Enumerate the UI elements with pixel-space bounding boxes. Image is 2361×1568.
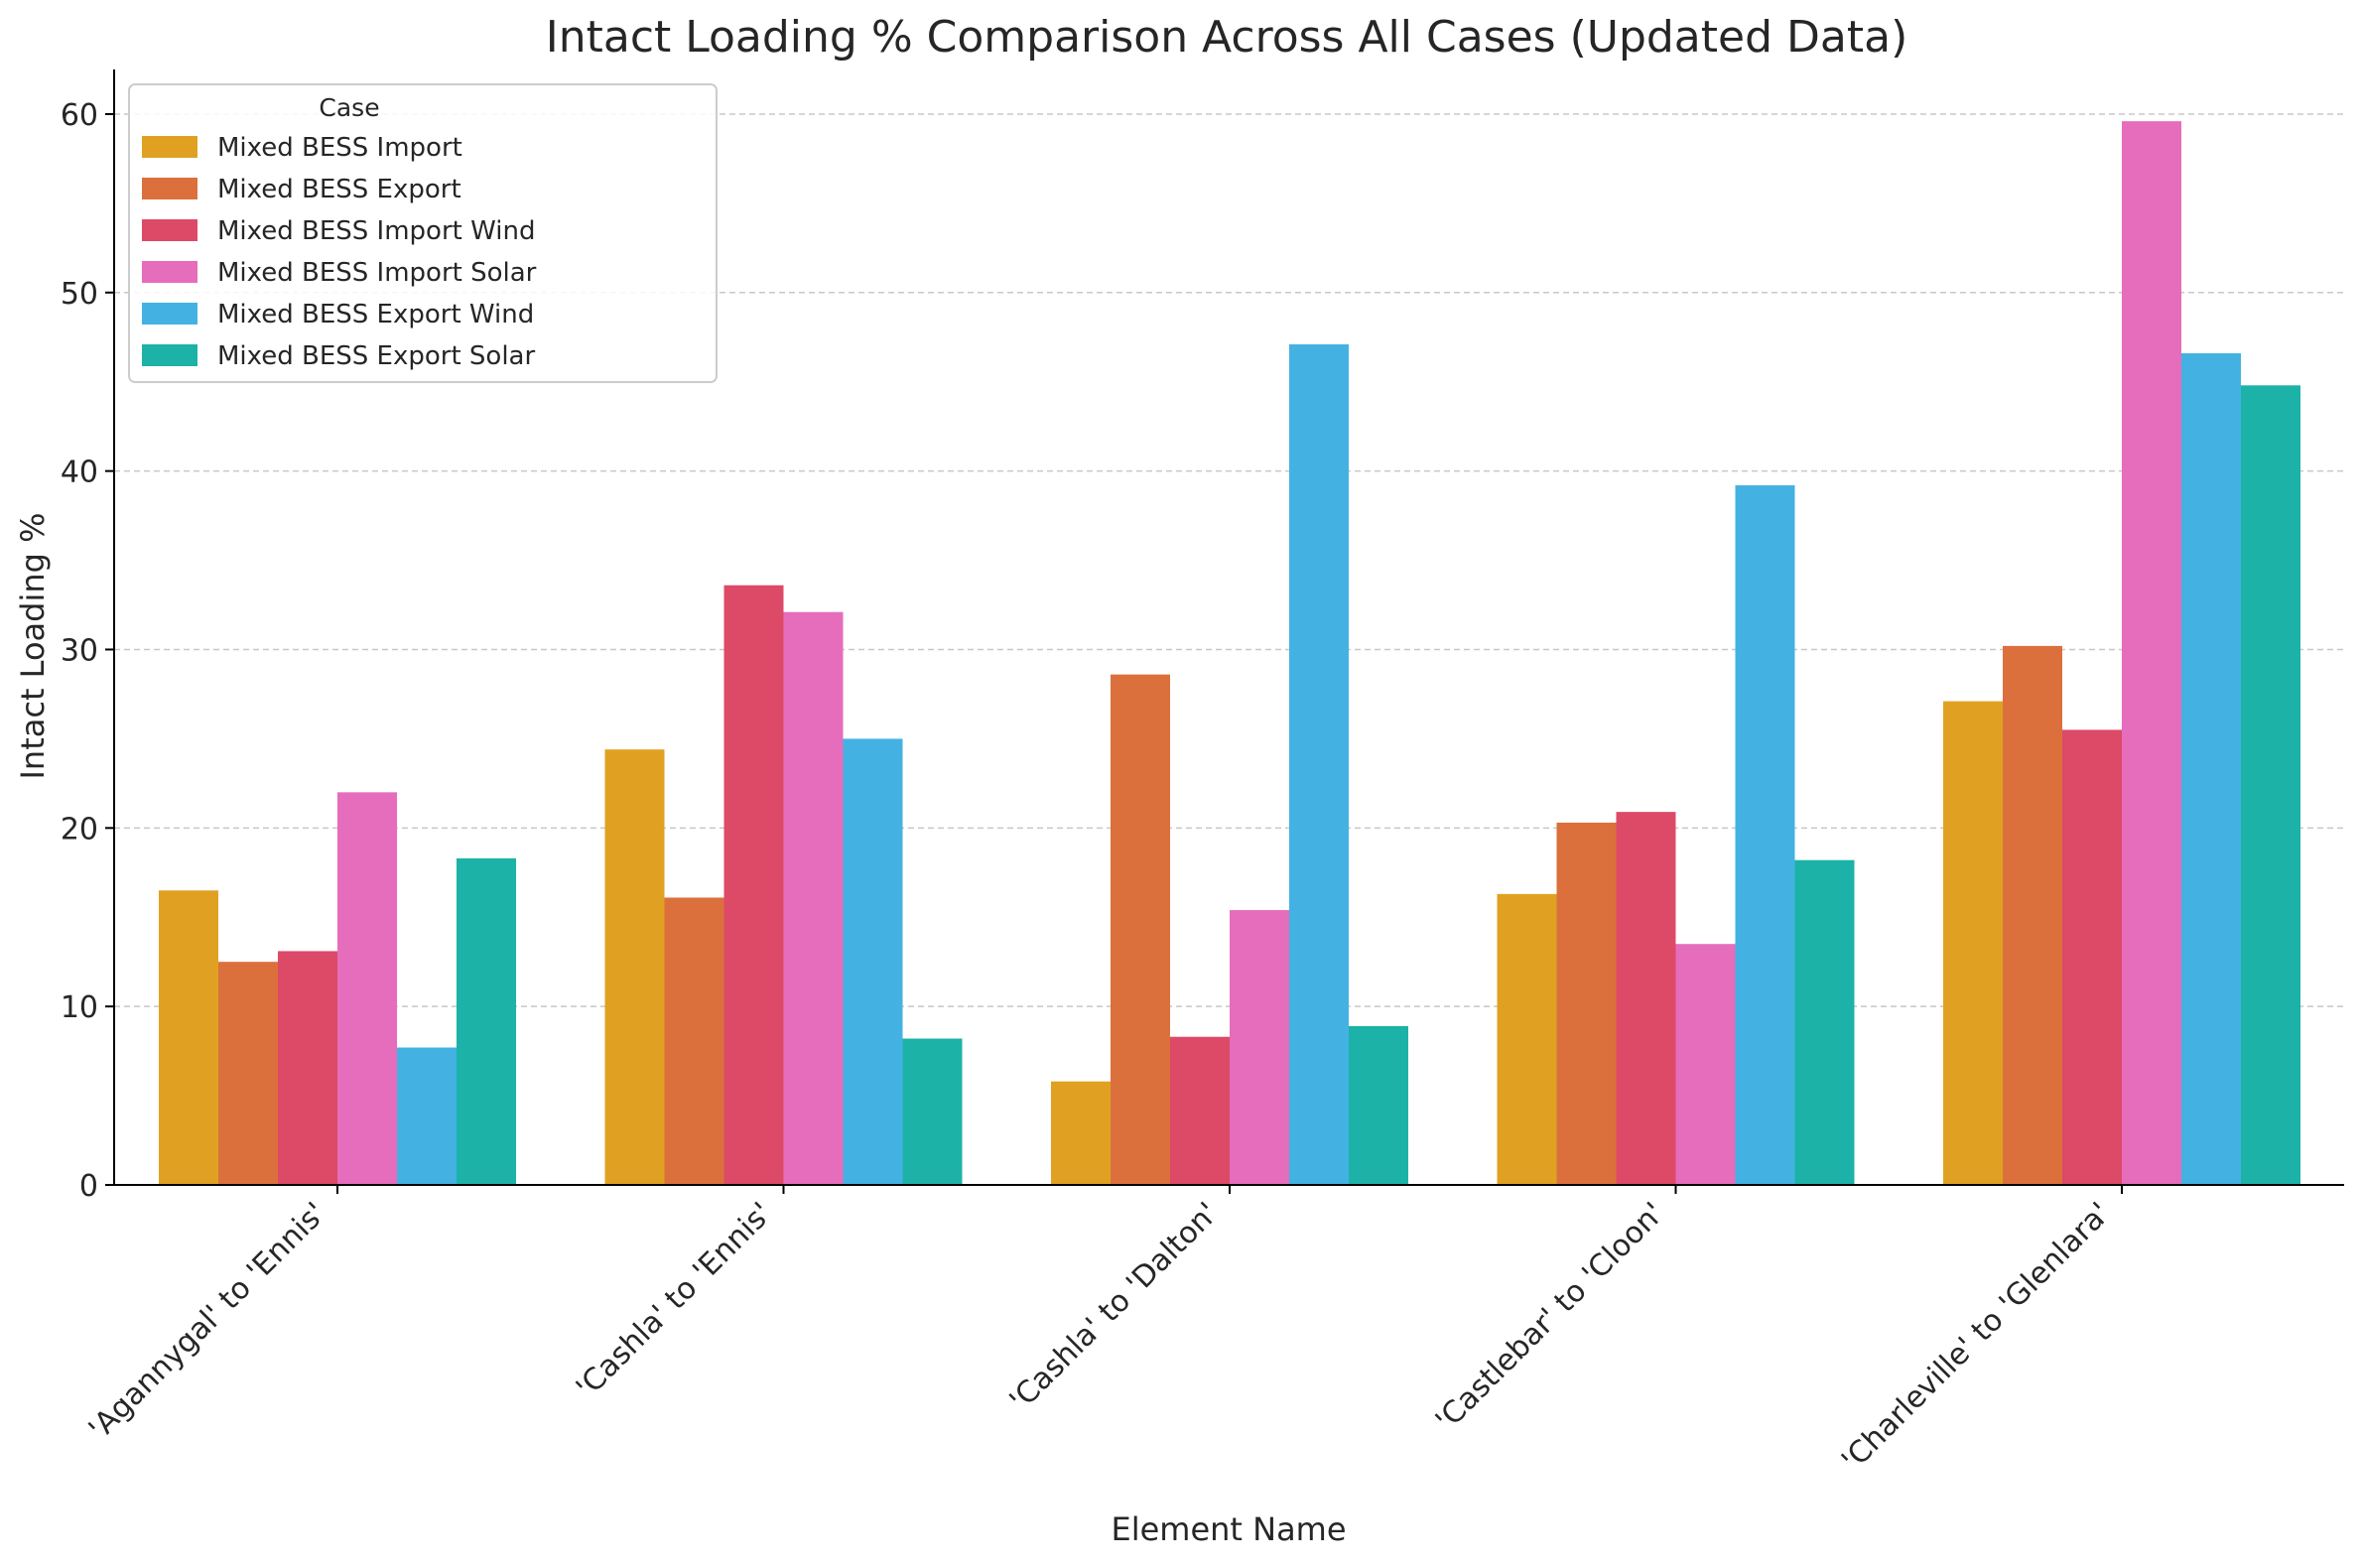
y-axis-label: Intact Loading % xyxy=(14,512,52,779)
bar xyxy=(2003,645,2062,1185)
legend-swatch xyxy=(142,136,197,158)
bar xyxy=(604,749,665,1185)
legend-label: Mixed BESS Import Wind xyxy=(217,216,535,246)
legend-label: Mixed BESS Import Solar xyxy=(217,258,537,288)
y-tick-label: 50 xyxy=(61,277,98,312)
bar xyxy=(1794,859,1855,1185)
x-tick-label: 'Charleville' to 'Glenlara' xyxy=(1835,1196,2118,1479)
legend-swatch xyxy=(142,178,197,199)
legend-frame xyxy=(128,83,718,383)
x-tick-label: 'Agannygal' to 'Ennis' xyxy=(82,1196,333,1447)
bar xyxy=(1497,893,1557,1185)
bar xyxy=(278,951,337,1185)
legend-swatch xyxy=(142,303,197,325)
bar xyxy=(337,792,397,1185)
x-axis-label: Element Name xyxy=(1111,1510,1346,1548)
chart-title: Intact Loading % Comparison Across All C… xyxy=(546,12,1908,63)
x-ticks: 'Agannygal' to 'Ennis' 'Cashla' to 'Ennis… xyxy=(82,1185,2123,1479)
bar xyxy=(159,890,218,1185)
legend-title: Case xyxy=(319,93,379,122)
bar xyxy=(1230,910,1289,1185)
bar xyxy=(1735,485,1795,1185)
bar xyxy=(1616,812,1676,1185)
bar xyxy=(457,857,516,1185)
bar xyxy=(2062,729,2122,1185)
bar xyxy=(902,1038,963,1185)
bar xyxy=(783,611,844,1185)
bar xyxy=(1556,822,1617,1185)
bar xyxy=(1943,701,2003,1185)
bar xyxy=(1349,1025,1408,1185)
y-tick-label: 60 xyxy=(61,98,98,133)
x-tick-label: 'Cashla' to 'Dalton' xyxy=(1003,1196,1226,1418)
legend: Case Mixed BESS Import Mixed BESS Export M… xyxy=(128,83,718,383)
y-ticks: 0 10 20 30 40 50 60 xyxy=(61,98,114,1204)
x-tick-label: 'Cashla' to 'Ennis' xyxy=(570,1196,779,1405)
bar xyxy=(397,1047,457,1185)
y-tick-label: 40 xyxy=(61,456,98,490)
bar xyxy=(2181,352,2241,1186)
legend-swatch xyxy=(142,344,197,366)
legend-label: Mixed BESS Export Wind xyxy=(217,300,534,329)
y-tick-label: 0 xyxy=(79,1169,98,1204)
legend-swatch xyxy=(142,261,197,283)
bar xyxy=(218,962,278,1185)
bar xyxy=(2241,385,2300,1186)
bar xyxy=(1051,1081,1111,1185)
bar xyxy=(1675,944,1736,1185)
bar xyxy=(1289,343,1349,1185)
bar xyxy=(843,738,903,1185)
x-tick-label: 'Castlebar' to 'Cloon' xyxy=(1429,1196,1671,1438)
legend-label: Mixed BESS Export Solar xyxy=(217,341,535,371)
y-tick-label: 30 xyxy=(61,633,98,668)
legend-label: Mixed BESS Import xyxy=(217,133,462,163)
bar xyxy=(2122,121,2181,1186)
bars xyxy=(159,121,2300,1186)
y-tick-label: 10 xyxy=(61,990,98,1025)
bar xyxy=(1111,674,1170,1185)
legend-label: Mixed BESS Export xyxy=(217,175,461,204)
bar xyxy=(664,897,724,1185)
bar xyxy=(723,585,784,1185)
y-tick-label: 20 xyxy=(61,812,98,847)
legend-swatch xyxy=(142,219,197,241)
bar xyxy=(1170,1036,1230,1185)
